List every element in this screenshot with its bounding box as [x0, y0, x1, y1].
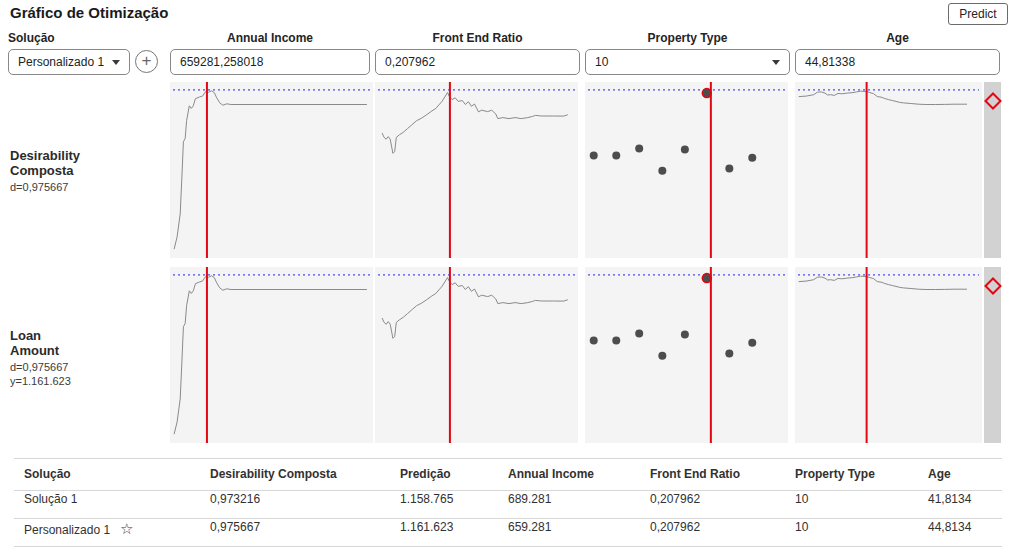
front-end-ratio-input[interactable] [375, 49, 580, 75]
table-cell: 41,8134 [928, 492, 971, 506]
profiler-cell-age-row2[interactable] [795, 267, 982, 443]
scatter-point [612, 152, 620, 160]
chevron-down-icon [772, 60, 780, 65]
scatter-point [658, 167, 666, 175]
factor-label-annual-income: Annual Income [170, 31, 370, 45]
factor-label-age: Age [795, 31, 1000, 45]
scatter-point [635, 330, 643, 338]
scatter-point [612, 337, 620, 345]
scatter-point [590, 337, 598, 345]
table-cell: Solução 1 [24, 492, 77, 506]
profiler-cell-front-end-ratio-row1[interactable] [375, 82, 578, 258]
table-row-solu-o-1[interactable]: Solução 1 0,973216 1.158.765 689.281 0,20796… [0, 492, 1016, 514]
optimization-profiler-window: Gráfico de Otimização Predict Solução Pe… [0, 0, 1016, 553]
prediction-trace [174, 91, 367, 249]
profiler-plot [795, 82, 982, 258]
profiler-plot [170, 82, 373, 258]
desirability-strip-row1 [984, 82, 1001, 258]
age-input[interactable] [795, 49, 1000, 75]
annual-income-input[interactable] [170, 49, 370, 75]
desirability-strip-row2 [984, 267, 1001, 443]
plus-icon: + [142, 51, 152, 70]
table-cell: 0,975667 [210, 520, 260, 534]
page-title: Gráfico de Otimização [10, 4, 168, 21]
profiler-cell-annual-income-row2[interactable] [170, 267, 373, 443]
desirability-diamond-handle[interactable] [984, 92, 1002, 110]
table-row-personalizado-1[interactable]: Personalizado 1☆ 0,975667 1.161.623 659.281… [0, 520, 1016, 542]
factor-label-property-type: Property Type [585, 31, 790, 45]
profiler-cell-property-type-row1[interactable] [585, 82, 788, 258]
prediction-trace [799, 91, 967, 104]
chevron-down-icon [112, 60, 120, 65]
table-header-desirability-composta: Desirability Composta [210, 467, 337, 481]
property-type-select[interactable]: 10 [585, 49, 790, 75]
table-cell: 1.158.765 [400, 492, 453, 506]
scatter-point [725, 350, 733, 358]
add-solution-button[interactable]: + [135, 50, 158, 73]
prediction-trace [174, 276, 367, 434]
table-separator [14, 490, 1002, 491]
scatter-point [681, 146, 689, 154]
table-header-property-type: Property Type [795, 467, 875, 481]
table-header-front-end-ratio: Front End Ratio [650, 467, 740, 481]
prediction-trace [382, 278, 568, 339]
profiler-plot [795, 267, 982, 443]
table-separator [14, 518, 1002, 519]
prediction-trace [382, 93, 568, 154]
row-label-desirability: DesirabilityComposta d=0,975667 [10, 148, 160, 194]
table-cell: 10 [795, 520, 808, 534]
predict-button[interactable]: Predict [948, 3, 1008, 25]
profiler-plot [585, 267, 788, 443]
prediction-trace [799, 276, 967, 289]
scatter-point [590, 152, 598, 160]
scatter-point [748, 154, 756, 162]
table-cell: 0,207962 [650, 520, 700, 534]
solution-select-value: Personalizado 1 [18, 50, 104, 74]
profiler-plot [375, 82, 578, 258]
scatter-point [681, 331, 689, 339]
solution-select[interactable]: Personalizado 1 [8, 49, 130, 75]
table-cell: 0,973216 [210, 492, 260, 506]
table-cell: 44,8134 [928, 520, 971, 534]
profiler-cell-property-type-row2[interactable] [585, 267, 788, 443]
table-cell: Personalizado 1☆ [24, 520, 134, 538]
profiler-cell-annual-income-row1[interactable] [170, 82, 373, 258]
profiler-plot [375, 267, 578, 443]
table-header-predi-o: Predição [400, 467, 451, 481]
profiler-plot [170, 267, 373, 443]
table-header-annual-income: Annual Income [508, 467, 594, 481]
row-title: DesirabilityComposta [10, 148, 160, 178]
profiler-cell-front-end-ratio-row2[interactable] [375, 267, 578, 443]
row-title: LoanAmount [10, 328, 160, 358]
row-stats: d=0,975667 y=1.161.623 [10, 360, 160, 388]
profiler-cell-age-row1[interactable] [795, 82, 982, 258]
table-cell: 1.161.623 [400, 520, 453, 534]
table-cell: 659.281 [508, 520, 551, 534]
table-cell: 0,207962 [650, 492, 700, 506]
row-stats: d=0,975667 [10, 180, 160, 194]
table-separator [14, 458, 1002, 459]
profiler-plot [585, 82, 788, 258]
table-separator [14, 546, 1002, 547]
property-type-select-value: 10 [595, 50, 608, 74]
factor-label-front-end-ratio: Front End Ratio [375, 31, 580, 45]
solution-label: Solução [8, 31, 55, 45]
table-cell: 689.281 [508, 492, 551, 506]
row-label-loan-amount: LoanAmount d=0,975667 y=1.161.623 [10, 328, 160, 388]
table-cell: 10 [795, 492, 808, 506]
scatter-point [748, 339, 756, 347]
scatter-point [635, 145, 643, 153]
scatter-point [725, 165, 733, 173]
table-header-age: Age [928, 467, 951, 481]
desirability-diamond-handle[interactable] [984, 277, 1002, 295]
scatter-point [658, 352, 666, 360]
table-header-solu-o: Solução [24, 467, 71, 481]
star-icon[interactable]: ☆ [120, 520, 133, 537]
